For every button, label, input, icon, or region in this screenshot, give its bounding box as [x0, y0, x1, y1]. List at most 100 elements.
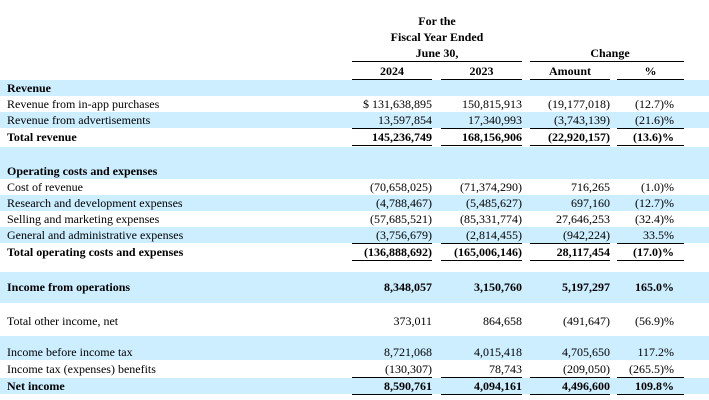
change-header-rule — [530, 61, 684, 62]
value-change-percent: (265.5)% — [629, 362, 674, 376]
value-2024: 13,597,854 — [378, 113, 432, 127]
value-2024: (4,788,467) — [376, 196, 432, 210]
column-header-2023: 2023 — [469, 64, 494, 78]
value-2024: 373,011 — [393, 314, 432, 328]
value-2023: 864,658 — [483, 314, 522, 328]
row-label: Total revenue — [7, 130, 77, 144]
value-change-amount: 27,646,253 — [556, 212, 610, 226]
value-change-amount: 697,160 — [571, 196, 610, 210]
table-row-research-development: Research and development expenses (4,788… — [0, 195, 709, 211]
period-header-line2: Fiscal Year Ended — [390, 30, 484, 44]
column-header-2024: 2024 — [380, 64, 404, 78]
total-rule — [530, 394, 610, 395]
value-change-percent: (13.6)% — [633, 130, 674, 144]
row-label: General and administrative expenses — [7, 228, 184, 242]
value-change-amount: (3,743,139) — [554, 113, 610, 127]
total-rule — [352, 145, 432, 146]
table-row-revenue: Revenue — [0, 80, 709, 96]
row-label: Selling and marketing expenses — [7, 212, 160, 226]
subtotal-rule — [352, 243, 432, 244]
total-rule — [441, 394, 522, 395]
value-2023: (71,374,290) — [460, 180, 522, 194]
table-row-other-income: Total other income, net 373,011 864,658 … — [0, 313, 709, 329]
subtotal-rule — [352, 128, 432, 129]
column-header-rule-percent — [617, 79, 684, 80]
row-label: Income from operations — [7, 280, 131, 294]
value-2023: (5,485,627) — [466, 196, 522, 210]
subtotal-rule — [617, 128, 684, 129]
value-change-percent: (17.0)% — [633, 245, 674, 259]
value-2024: (3,756,679) — [376, 228, 432, 242]
value-change-amount: 5,197,297 — [562, 280, 610, 294]
period-header-line1: For the — [418, 14, 456, 28]
value-change-percent: (32.4)% — [635, 212, 674, 226]
value-change-amount: (209,050) — [563, 362, 610, 376]
row-label: Income tax (expenses) benefits — [7, 362, 156, 376]
value-change-amount: (19,177,018) — [548, 97, 610, 111]
column-header-amount: Amount — [548, 64, 591, 78]
value-2024: 145,236,749 — [372, 130, 432, 144]
value-change-percent: 109.8% — [635, 379, 674, 393]
value-change-amount: 28,117,454 — [556, 245, 610, 259]
row-label: Operating costs and expenses — [7, 164, 158, 178]
row-label: Income before income tax — [7, 345, 133, 359]
subtotal-rule — [352, 377, 432, 378]
value-2024: $ 131,638,895 — [363, 97, 432, 111]
value-2023: 78,743 — [489, 362, 522, 376]
value-change-amount: (491,647) — [563, 314, 610, 328]
row-label: Net income — [7, 379, 65, 393]
value-2024: (136,888,692) — [364, 245, 432, 259]
value-2024: (70,658,025) — [370, 180, 432, 194]
value-change-percent: (21.6)% — [635, 113, 674, 127]
table-row-net-income: Net income 8,590,761 4,094,161 4,496,600… — [0, 378, 709, 394]
value-2024: 8,590,761 — [384, 379, 432, 393]
total-rule — [441, 145, 522, 146]
value-change-percent: 165.0% — [635, 280, 674, 294]
table-row-income-before-tax: Income before income tax 8,721,068 4,015… — [0, 336, 709, 360]
value-change-percent: (1.0)% — [641, 180, 674, 194]
table-row-advertisements: Revenue from advertisements 13,597,854 1… — [0, 112, 709, 128]
total-rule — [617, 260, 684, 261]
subtotal-rule — [530, 243, 610, 244]
value-change-percent: (12.7)% — [635, 196, 674, 210]
column-header-percent: % — [644, 64, 657, 78]
total-rule — [617, 394, 684, 395]
total-rule — [441, 260, 522, 261]
value-2024: (130,307) — [385, 362, 432, 376]
value-change-amount: 4,496,600 — [562, 379, 610, 393]
value-2023: 4,015,418 — [474, 345, 522, 359]
table-row-cost-of-revenue: Cost of revenue (70,658,025) (71,374,290… — [0, 179, 709, 195]
value-2024: 8,721,068 — [384, 345, 432, 359]
subtotal-rule — [530, 128, 610, 129]
total-rule — [530, 145, 610, 146]
table-row-total-operating-costs: Total operating costs and expenses (136,… — [0, 244, 709, 260]
total-rule — [352, 394, 432, 395]
subtotal-rule — [617, 243, 684, 244]
table-row-operating-costs-heading: Operating costs and expenses — [0, 163, 709, 179]
value-2023: (85,331,774) — [460, 212, 522, 226]
change-header: Change — [590, 46, 630, 60]
value-change-percent: 33.5% — [643, 228, 674, 242]
value-2023: 17,340,993 — [468, 113, 522, 127]
value-2023: 150,815,913 — [462, 97, 522, 111]
table-row-selling-marketing: Selling and marketing expenses (57,685,5… — [0, 211, 709, 227]
value-change-percent: (12.7)% — [635, 97, 674, 111]
row-label: Revenue — [7, 81, 51, 95]
row-label: Revenue from advertisements — [7, 113, 151, 127]
value-change-percent: 117.2% — [637, 345, 674, 359]
value-change-amount: (22,920,157) — [548, 130, 610, 144]
total-rule — [530, 260, 610, 261]
value-2023: 4,094,161 — [474, 379, 522, 393]
row-label: Cost of revenue — [7, 180, 83, 194]
value-2023: 168,156,906 — [462, 130, 522, 144]
table-row-income-tax: Income tax (expenses) benefits (130,307)… — [0, 361, 709, 377]
row-label: Revenue from in-app purchases — [7, 97, 160, 111]
subtotal-rule — [441, 128, 522, 129]
row-label: Total other income, net — [7, 314, 119, 328]
value-2024: (57,685,521) — [370, 212, 432, 226]
table-row-general-administrative: General and administrative expenses (3,7… — [0, 227, 709, 243]
value-2024: 8,348,057 — [384, 280, 432, 294]
table-row-spacer — [0, 147, 709, 163]
row-label: Research and development expenses — [7, 196, 183, 210]
table-row-inapp-purchases: Revenue from in-app purchases $ 131,638,… — [0, 96, 709, 112]
